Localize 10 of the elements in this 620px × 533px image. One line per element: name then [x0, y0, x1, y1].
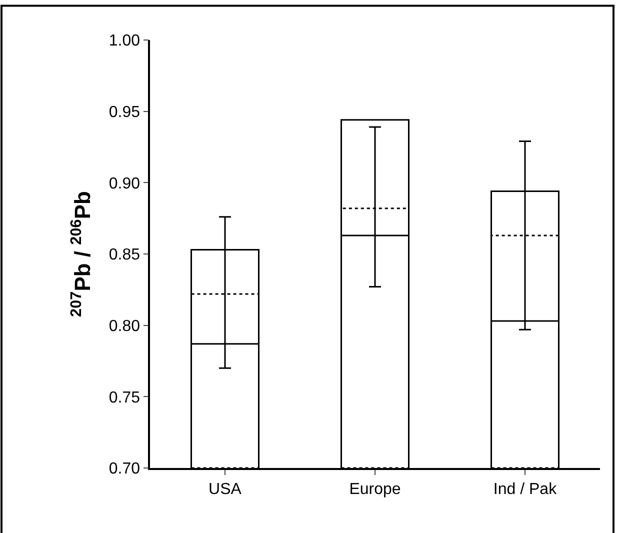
- y-tick-label: 0.90: [108, 175, 140, 192]
- x-tick-label: USA: [208, 480, 242, 498]
- y-tick-label: 0.75: [108, 389, 140, 406]
- x-tick-label: Europe: [349, 480, 401, 498]
- y-tick-label: 0.70: [108, 460, 140, 478]
- y-tick-label: 1.00: [108, 32, 140, 50]
- y-tick-label: 0.85: [108, 246, 140, 264]
- y-tick-label: 0.80: [108, 318, 140, 335]
- x-tick-label: Ind / Pak: [493, 480, 558, 498]
- y-tick-label: 0.95: [108, 104, 140, 121]
